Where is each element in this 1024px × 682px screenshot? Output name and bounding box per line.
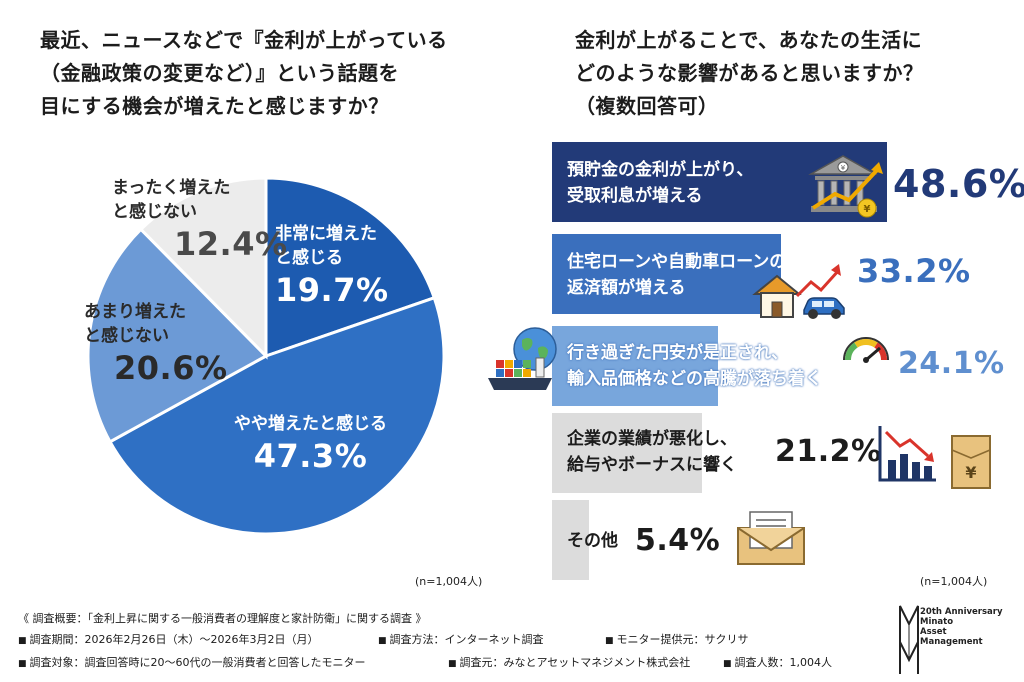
- left-question-line: 最近、ニュースなどで『金利が上がっている: [40, 28, 448, 52]
- left-sample-size-note: (n=1,004人): [415, 575, 483, 588]
- survey-period: ■ 調査期間：2026年2月26日（木）～2026年3月2日（月）: [18, 631, 319, 647]
- bar-label-line: 行き過ぎた円安が是正され、: [567, 343, 789, 363]
- yen-envelope-icon: ¥: [951, 435, 991, 489]
- pie-label-line: まったく増えた: [112, 178, 231, 198]
- pie-label-name: やや増えたと感じる: [234, 414, 387, 434]
- pie-label-very-increased: 非常に増えた と感じる 19.7%: [275, 222, 389, 310]
- bar-label-yen-correction: 行き過ぎた円安が是正され、 輸入品価格などの高騰が落ち着く: [567, 340, 822, 392]
- logo-line: Minato: [920, 617, 954, 627]
- pie-label-not-increased-at-all: まったく増えた と感じない 12.4%: [112, 176, 288, 264]
- pie-label-value: 20.6%: [114, 349, 228, 387]
- svg-text:¥: ¥: [864, 204, 871, 215]
- svg-text:¥: ¥: [841, 164, 846, 172]
- bar-label-line: 住宅ローンや自動車ローンの: [567, 252, 787, 272]
- logo-line: 20th Anniversary: [920, 607, 1003, 617]
- bar-label-line: 返済額が増える: [567, 278, 686, 298]
- pie-slice-not-much-increased: [86, 227, 269, 444]
- pie-label-somewhat-increased: やや増えたと感じる 47.3%: [208, 412, 413, 476]
- house-icon: [752, 274, 802, 318]
- bar-other: [552, 500, 589, 580]
- declining-chart-icon: [878, 426, 936, 482]
- pie-label-value: 12.4%: [174, 225, 288, 263]
- bar-label-earnings-decline: 企業の業績が悪化し、 給与やボーナスに響く: [567, 426, 737, 478]
- left-question-title: 最近、ニュースなどで『金利が上がっている （金融政策の変更など）』という話題を …: [40, 24, 510, 123]
- mail-envelope-icon: [737, 511, 805, 565]
- survey-count: ■ 調査人数：1,004人: [723, 654, 832, 670]
- pie-label-name: まったく増えた と感じない: [112, 176, 288, 224]
- pie-label-name: あまり増えた と感じない: [84, 300, 228, 348]
- pie-label-value: 47.3%: [253, 437, 368, 475]
- bar-value-yen-correction: 24.1%: [898, 346, 1005, 381]
- company-logo-text: 20th Anniversary Minato Asset Management: [920, 607, 1003, 647]
- survey-monitor: ■ モニター提供元：サクリサ: [605, 631, 749, 647]
- pie-label-not-much-increased: あまり増えた と感じない 20.6%: [84, 300, 228, 388]
- pie-label-name: 非常に増えた と感じる: [275, 222, 389, 270]
- bar-label-other: その他: [567, 528, 618, 554]
- pie-label-value: 19.7%: [275, 271, 389, 309]
- company-logo-icon: [899, 605, 919, 674]
- survey-count-text: 調査人数：1,004人: [734, 656, 833, 669]
- right-question-line: どのような影響があると思いますか？: [575, 61, 924, 85]
- right-question-title: 金利が上がることで、あなたの生活に どのような影響があると思いますか？ （複数回…: [575, 24, 1005, 123]
- pie-label-line: と感じない: [84, 326, 169, 346]
- bar-earnings-decline: [552, 413, 702, 493]
- survey-summary-title: 《 調査概要：「金利上昇に関する一般消費者の理解度と家計防衛」に関する調査 》: [18, 612, 427, 625]
- pie-label-line: あまり増えた: [84, 302, 186, 322]
- pie-label-line: と感じる: [275, 248, 343, 268]
- bar-value-earnings-decline: 21.2%: [775, 434, 882, 469]
- survey-period-text: 調査期間：2026年2月26日（木）～2026年3月2日（月）: [29, 633, 319, 646]
- rising-arrow-icon: [795, 264, 841, 298]
- bullet-icon: ■: [605, 636, 614, 646]
- bar-label-loan-repayment: 住宅ローンや自動車ローンの 返済額が増える: [567, 249, 786, 301]
- right-sample-size-note: (n=1,004人): [920, 575, 988, 588]
- survey-monitor-text: モニター提供元：サクリサ: [616, 633, 749, 646]
- left-question-line: （金融政策の変更など）』という話題を: [40, 61, 399, 85]
- bar-label-line: その他: [567, 531, 618, 551]
- survey-method: ■ 調査方法：インターネット調査: [378, 631, 544, 647]
- bar-value-deposit-interest: 48.6%: [893, 162, 1024, 206]
- pie-slice-somewhat-increased: [107, 295, 446, 536]
- survey-method-text: 調査方法：インターネット調査: [389, 633, 544, 646]
- svg-text:¥: ¥: [965, 463, 976, 482]
- bullet-icon: ■: [723, 659, 732, 669]
- pie-chart: [86, 176, 446, 536]
- car-icon: [803, 297, 845, 319]
- bar-label-line: 給与やボーナスに響く: [567, 455, 737, 475]
- left-question-line: 目にする機会が増えたと感じますか？: [40, 94, 389, 118]
- bullet-icon: ■: [18, 659, 27, 669]
- survey-source: ■ 調査元：みなとアセットマネジメント株式会社: [448, 654, 690, 670]
- bar-label-line: 預貯金の金利が上がり、: [567, 160, 754, 180]
- bar-loan-repayment: [552, 234, 781, 314]
- right-question-line: （複数回答可）: [575, 94, 719, 118]
- gauge-icon: [843, 337, 889, 363]
- survey-target-text: 調査対象：調査回答時に20～60代の一般消費者と回答したモニター: [29, 656, 366, 669]
- pie-label-line: と感じない: [112, 202, 197, 222]
- bank-icon: ¥ ¥: [808, 155, 883, 218]
- bar-value-loan-repayment: 33.2%: [857, 252, 971, 290]
- globe-icon: [513, 327, 557, 371]
- bar-label-line: 輸入品価格などの高騰が落ち着く: [567, 369, 822, 389]
- bullet-icon: ■: [18, 636, 27, 646]
- bar-value-other: 5.4%: [635, 523, 721, 558]
- cargo-ship-icon: [488, 357, 552, 390]
- survey-source-text: 調査元：みなとアセットマネジメント株式会社: [459, 656, 691, 669]
- bullet-icon: ■: [378, 636, 387, 646]
- logo-line: Asset: [920, 627, 947, 637]
- bullet-icon: ■: [448, 659, 457, 669]
- pie-label-line: 非常に増えた: [275, 224, 377, 244]
- right-question-line: 金利が上がることで、あなたの生活に: [575, 28, 923, 52]
- bar-label-line: 企業の業績が悪化し、: [567, 429, 737, 449]
- logo-line: Management: [920, 637, 983, 647]
- survey-target: ■ 調査対象：調査回答時に20～60代の一般消費者と回答したモニター: [18, 654, 366, 670]
- bar-label-line: 受取利息が増える: [567, 186, 703, 206]
- bar-yen-correction: [552, 326, 718, 406]
- bar-label-deposit-interest: 預貯金の金利が上がり、 受取利息が増える: [567, 157, 753, 209]
- pie-slice-not-increased-at-all: [138, 176, 268, 360]
